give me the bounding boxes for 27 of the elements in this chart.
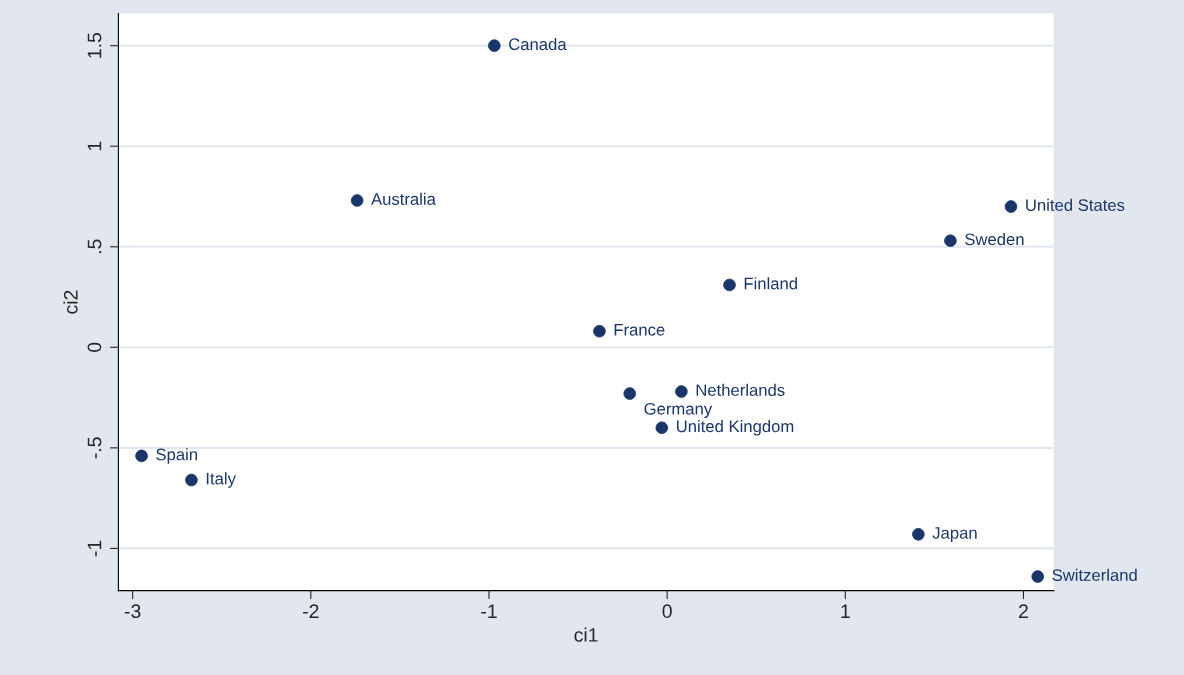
annotation: Canada: [509, 37, 567, 51]
annotation: Netherlands: [696, 383, 785, 397]
annotation: United States: [1026, 198, 1125, 212]
x-tick-label: 2: [1019, 604, 1028, 618]
x-tick-label: 0: [662, 604, 672, 619]
annotation: Switzerland: [1052, 568, 1137, 582]
annotation: United Kingdom: [676, 419, 794, 436]
x-tick-label: -1: [481, 604, 497, 618]
annotation: France: [614, 324, 665, 336]
annotation: Italy: [206, 472, 236, 488]
y-tick-label: .5: [87, 239, 102, 254]
annotation: Sweden: [965, 232, 1024, 246]
x-tick-label: -3: [124, 604, 141, 619]
annotation: Finland: [744, 277, 797, 290]
y-tick-label: 0: [87, 342, 102, 352]
annotation: Australia: [371, 192, 436, 205]
x-tick-label: -2: [303, 604, 319, 618]
annotation: Spain: [156, 448, 197, 464]
y-tick-label: 1: [87, 141, 102, 151]
y-tick-label: -1: [87, 540, 102, 557]
x-tick-label: 1: [841, 604, 850, 618]
x-axis-title: ci1: [574, 627, 598, 642]
y-tick-label: 1.5: [87, 32, 102, 58]
y-tick-label: -.5: [87, 437, 102, 459]
y-axis-title: ci2: [63, 290, 78, 314]
annotation: Germany: [644, 402, 713, 418]
annotation: Japan: [932, 527, 977, 543]
